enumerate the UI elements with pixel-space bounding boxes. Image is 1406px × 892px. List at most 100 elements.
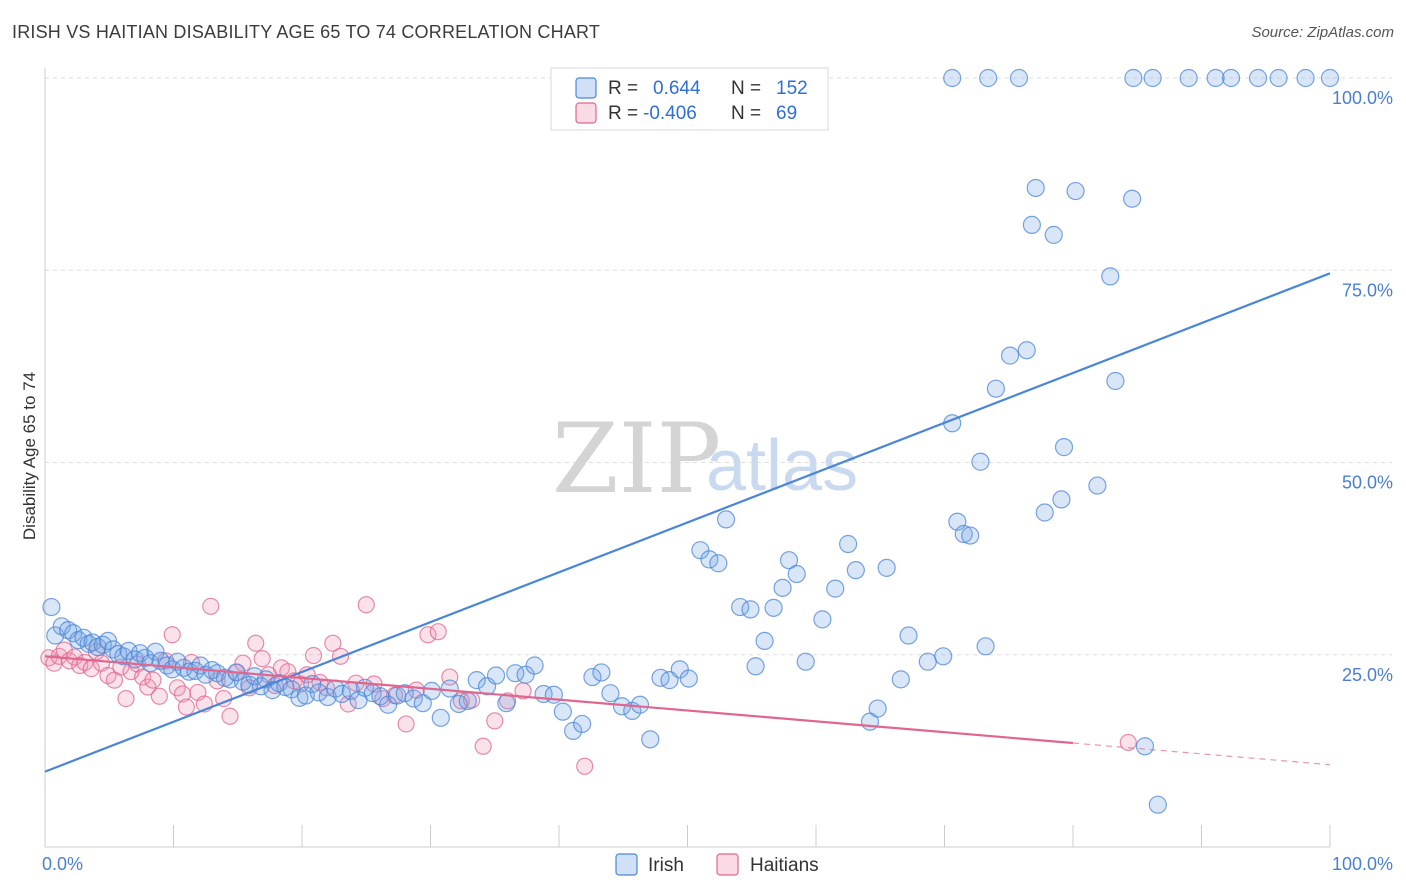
irish-point <box>1221 68 1241 88</box>
haitians-r-value: -0.406 <box>643 103 697 124</box>
irish-point <box>404 689 423 708</box>
haitians-point <box>1119 733 1137 752</box>
irish-point <box>42 597 61 617</box>
x-tick-label: 0.0% <box>42 854 83 874</box>
irish-point <box>564 721 583 740</box>
haitians-point <box>150 687 168 705</box>
series-legend: Irish Haitians <box>615 853 819 876</box>
irish-r-label: R = <box>608 78 638 99</box>
haitians-trend-line <box>44 655 1074 745</box>
haitians-point <box>357 596 375 614</box>
irish-points <box>42 68 1340 814</box>
haitians-point <box>247 634 265 652</box>
irish-point <box>868 699 887 718</box>
y-tick-label: 50.0% <box>1342 473 1393 493</box>
irish-point <box>467 671 486 690</box>
irish-point <box>1066 181 1085 201</box>
haitians-point <box>253 649 271 668</box>
irish-n-label: N = <box>731 78 761 99</box>
stats-legend-box <box>550 67 829 131</box>
haitians-point <box>429 623 447 641</box>
irish-point <box>1135 737 1155 756</box>
irish-point <box>573 714 592 734</box>
chart-source: Source: ZipAtlas.com <box>1251 24 1394 41</box>
irish-r-value: 0.644 <box>653 78 701 99</box>
haitians-point <box>486 712 504 730</box>
irish-point <box>716 510 736 529</box>
irish-point <box>787 564 806 584</box>
haitians-points <box>40 596 1137 775</box>
irish-point <box>1320 68 1340 88</box>
irish-point <box>755 631 774 651</box>
y-axis-label: Disability Age 65 to 74 <box>20 372 39 540</box>
irish-point <box>679 669 698 688</box>
irish-point <box>583 667 602 687</box>
irish-point <box>773 578 792 597</box>
haitians-n-value: 69 <box>776 103 797 124</box>
haitians-trend-extension <box>1072 742 1331 766</box>
haitians-point <box>134 668 152 686</box>
irish-point <box>1124 68 1143 88</box>
haitians-r-label: R = <box>608 103 638 124</box>
irish-point <box>779 551 799 570</box>
irish-series-label: Irish <box>648 855 684 876</box>
haitians-point <box>474 737 492 755</box>
irish-point <box>813 610 832 629</box>
irish-point <box>976 637 995 656</box>
irish-point <box>1296 68 1315 88</box>
irish-point <box>1022 215 1041 234</box>
irish-point <box>1143 68 1162 88</box>
irish-point <box>146 642 165 661</box>
irish-point <box>1054 438 1074 457</box>
y-tick-label: 75.0% <box>1342 280 1393 300</box>
irish-point <box>918 652 937 671</box>
irish-point <box>709 554 728 573</box>
irish-point <box>395 684 414 703</box>
irish-point <box>458 691 477 710</box>
irish-point <box>1101 267 1120 286</box>
irish-point <box>1123 189 1142 208</box>
irish-point <box>497 694 516 713</box>
irish-point <box>413 694 432 713</box>
axes <box>44 68 1331 848</box>
irish-point <box>1035 503 1054 522</box>
irish-point <box>1088 476 1107 495</box>
stats-legend: R = 0.644 N = 152 R = -0.406 N = 69 <box>550 67 829 131</box>
irish-point <box>422 681 441 700</box>
irish-point <box>796 652 815 671</box>
irish-point <box>592 663 611 682</box>
irish-point <box>1009 68 1029 88</box>
irish-point <box>954 524 973 544</box>
haitians-point <box>117 689 135 708</box>
irish-point <box>891 670 910 689</box>
watermark-zip: ZIP <box>552 403 721 515</box>
watermark: ZIP atlas <box>552 403 858 515</box>
irish-trend-line <box>44 272 1331 773</box>
y-tick-label: 25.0% <box>1342 665 1393 685</box>
irish-point <box>839 534 858 554</box>
irish-point <box>741 600 760 619</box>
irish-n-value: 152 <box>776 78 808 99</box>
irish-point <box>1148 795 1167 814</box>
irish-point <box>601 684 620 703</box>
irish-legend-swatch <box>575 77 597 99</box>
irish-point <box>746 657 765 676</box>
haitians-point <box>304 646 323 665</box>
haitians-point <box>144 671 162 689</box>
haitians-series-label: Haitians <box>750 855 819 876</box>
x-tick-labels: 0.0% 100.0% <box>42 854 1393 874</box>
irish-point <box>764 598 783 617</box>
haitians-point <box>221 707 239 725</box>
irish-point <box>1026 178 1045 198</box>
irish-point <box>1179 68 1198 88</box>
haitians-point <box>163 626 181 644</box>
y-tick-label: 100.0% <box>1332 88 1393 108</box>
trend-lines <box>44 272 1331 773</box>
x-tick-label: 100.0% <box>1332 854 1393 874</box>
irish-point <box>1052 490 1071 509</box>
y-tick-labels: 25.0% 50.0% 75.0% 100.0% <box>1332 88 1393 685</box>
irish-point <box>641 730 660 749</box>
irish-point <box>486 666 506 685</box>
irish-point <box>877 558 896 577</box>
